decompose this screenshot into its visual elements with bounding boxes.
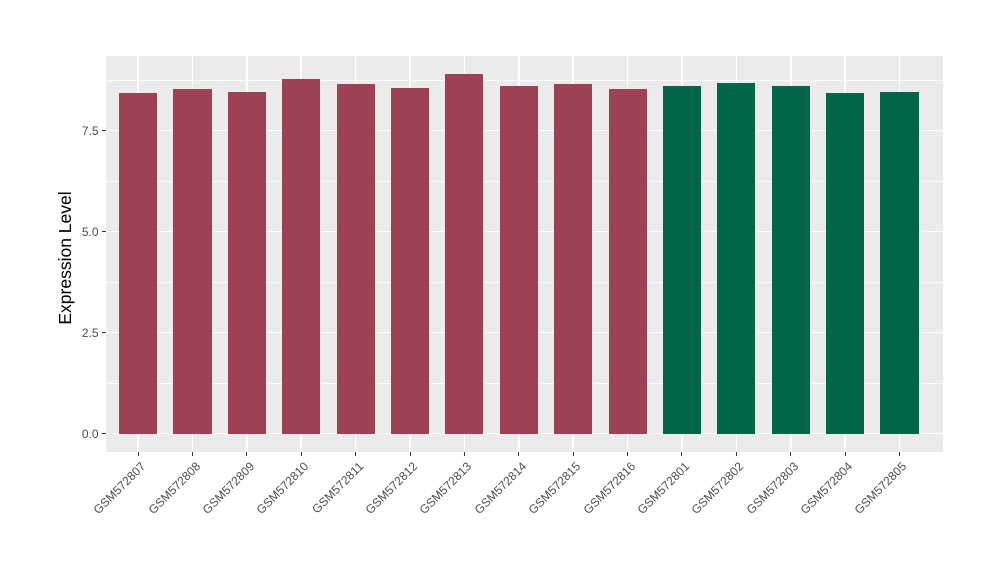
bar-GSM572810 bbox=[282, 79, 321, 434]
y-tick-label: 5.0 bbox=[81, 224, 99, 239]
bar-GSM572809 bbox=[227, 91, 266, 434]
x-axis-tick bbox=[572, 451, 574, 456]
plot-panel bbox=[105, 56, 943, 452]
y-tick-label: 7.5 bbox=[81, 123, 99, 138]
bar-GSM572803 bbox=[771, 86, 810, 434]
bar-GSM572815 bbox=[554, 84, 593, 434]
x-tick-label: GSM572804 bbox=[797, 458, 856, 517]
y-axis-tick bbox=[101, 231, 106, 233]
x-axis-tick bbox=[409, 451, 411, 456]
x-tick-label: GSM572809 bbox=[199, 458, 258, 517]
x-tick-label: GSM572812 bbox=[362, 458, 421, 517]
x-axis-tick bbox=[463, 451, 465, 456]
y-tick-label: 0.0 bbox=[81, 426, 99, 441]
bar-GSM572807 bbox=[119, 92, 158, 434]
gridline-major-horizontal bbox=[105, 432, 943, 435]
x-axis-tick bbox=[844, 451, 846, 456]
x-axis-tick bbox=[735, 451, 737, 456]
bar-GSM572812 bbox=[391, 87, 430, 434]
bar-GSM572808 bbox=[173, 88, 212, 434]
x-tick-label: GSM572805 bbox=[852, 458, 910, 517]
x-axis-tick bbox=[627, 451, 629, 456]
x-axis-tick bbox=[137, 451, 139, 456]
x-axis-tick bbox=[192, 451, 193, 456]
x-axis-tick bbox=[681, 451, 683, 456]
y-axis-tick bbox=[101, 130, 106, 132]
y-axis-title: Expression Level bbox=[55, 191, 75, 325]
x-axis-tick bbox=[518, 451, 520, 456]
bar-GSM572804 bbox=[826, 93, 865, 434]
x-axis-tick bbox=[300, 451, 302, 456]
bar-GSM572813 bbox=[445, 74, 484, 434]
bar-GSM572811 bbox=[336, 84, 375, 434]
x-tick-label: GSM572801 bbox=[634, 458, 693, 517]
bar-GSM572814 bbox=[499, 85, 538, 434]
x-tick-label: GSM572815 bbox=[525, 458, 584, 517]
x-tick-label: GSM572803 bbox=[743, 458, 801, 517]
x-tick-label: GSM572802 bbox=[688, 458, 747, 517]
bar-GSM572805 bbox=[880, 91, 919, 434]
x-tick-label: GSM572814 bbox=[471, 458, 529, 517]
x-axis-tick bbox=[246, 451, 248, 456]
x-tick-label: GSM572810 bbox=[253, 458, 312, 517]
y-axis-tick bbox=[101, 433, 106, 435]
x-axis-tick bbox=[355, 451, 357, 456]
x-axis-tick bbox=[790, 451, 792, 456]
x-tick-label: GSM572813 bbox=[417, 458, 475, 517]
gridline-minor-horizontal bbox=[105, 79, 943, 81]
y-tick-label: 2.5 bbox=[81, 325, 99, 340]
bar-GSM572802 bbox=[717, 82, 756, 434]
bar-GSM572816 bbox=[608, 89, 647, 434]
y-axis-tick bbox=[101, 332, 106, 334]
x-tick-label: GSM572808 bbox=[145, 458, 203, 517]
bar-GSM572801 bbox=[662, 86, 701, 434]
x-tick-label: GSM572811 bbox=[308, 458, 366, 516]
x-tick-label: GSM572816 bbox=[580, 458, 638, 517]
x-axis-tick bbox=[898, 451, 900, 456]
x-tick-label: GSM572807 bbox=[90, 458, 149, 517]
